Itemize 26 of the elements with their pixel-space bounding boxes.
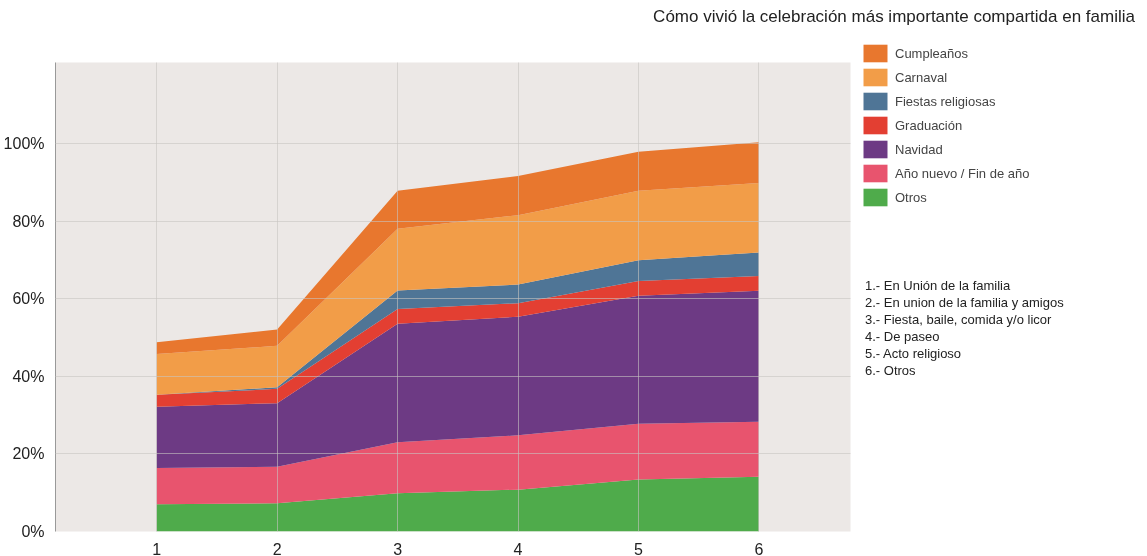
text: 5.- Acto religioso — [865, 345, 963, 362]
text: 3.- Fiesta, baile, comida y/o licor — [865, 311, 1053, 328]
text: 2.- En union de la familia y amigos — [865, 294, 1064, 311]
x-tick-label: 4 — [513, 540, 523, 556]
x-tick-label: 2 — [272, 540, 282, 556]
y-tick-label: 20% — [12, 445, 45, 463]
x-tick-label: 5 — [634, 540, 644, 556]
x-tick-label: 1 — [152, 540, 162, 556]
legend-label: Graduación — [895, 117, 963, 133]
y-tick-label: 100% — [3, 135, 45, 153]
x-tick-label: 6 — [754, 540, 764, 556]
text: 1.- En Unión de la familia — [865, 277, 1012, 294]
legend-label: Fiestas religiosas — [895, 93, 996, 109]
y-tick-label: 80% — [12, 212, 45, 230]
text: 4.- De paseo — [865, 328, 941, 345]
legend-label: Navidad — [895, 141, 943, 157]
legend-label: Otros — [895, 189, 927, 205]
y-tick-label: 40% — [12, 367, 45, 385]
text: 6.- Otros — [865, 362, 917, 379]
y-tick-label: 60% — [12, 290, 45, 308]
y-tick-label: 0% — [21, 523, 45, 540]
legend-label: Cumpleaños — [895, 45, 968, 61]
legend-label: Carnaval — [895, 69, 948, 85]
text: Cómo vivió la celebración más importante compartida en familia — [652, 6, 1135, 28]
x-tick-label: 3 — [393, 540, 403, 556]
legend-label: Año nuevo / Fin de año — [895, 165, 1030, 181]
